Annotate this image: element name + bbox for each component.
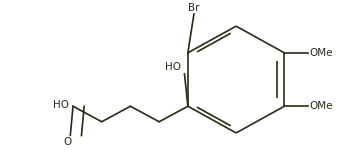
Text: OMe: OMe — [310, 101, 333, 111]
Text: Br: Br — [188, 2, 200, 12]
Text: HO: HO — [165, 62, 181, 72]
Text: HO: HO — [53, 100, 69, 110]
Text: OMe: OMe — [310, 48, 333, 58]
Text: O: O — [63, 137, 72, 147]
